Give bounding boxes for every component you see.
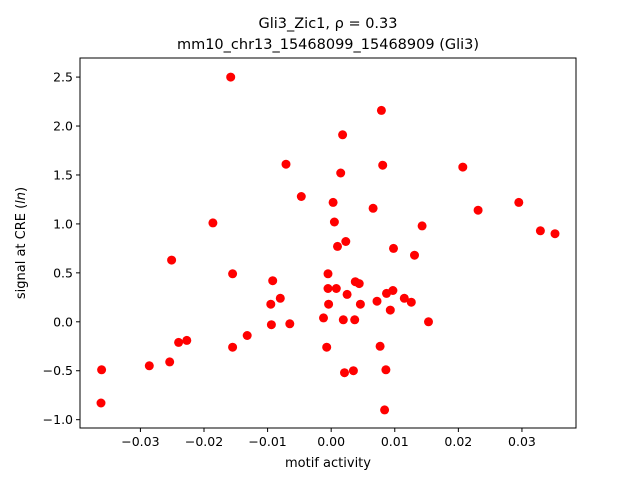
data-point	[376, 105, 386, 115]
data-point	[341, 237, 351, 246]
data-point	[348, 366, 358, 376]
data-point	[165, 357, 175, 367]
y-tick-label: 2.5	[53, 70, 73, 85]
data-point	[354, 279, 364, 289]
y-tick-label: −1.0	[43, 412, 73, 427]
data-point	[340, 368, 349, 378]
y-axis-label: signal at CRE (ln)	[14, 187, 29, 299]
data-point	[281, 159, 291, 169]
x-tick-label: 0.01	[381, 434, 409, 449]
data-point	[96, 398, 106, 408]
data-point	[329, 217, 339, 227]
x-tick-label: 0.03	[508, 434, 536, 449]
data-point	[378, 160, 388, 170]
data-point	[372, 296, 382, 306]
data-point	[328, 197, 338, 207]
data-point	[296, 192, 306, 201]
x-tick-label: −0.01	[248, 434, 286, 449]
data-point	[208, 218, 218, 228]
y-tick-label: 0.0	[53, 314, 73, 329]
y-tick-label: −0.5	[43, 363, 73, 378]
y-tick-label: 0.5	[53, 265, 73, 280]
x-axis-ticks: −0.03 −0.02 −0.01 0.00 0.01 0.02 0.03	[121, 428, 536, 449]
x-tick-label: −0.02	[185, 434, 223, 449]
data-point	[324, 299, 334, 309]
data-point	[226, 72, 236, 82]
data-point	[514, 197, 524, 207]
data-point	[389, 243, 398, 253]
data-point	[228, 342, 238, 352]
data-point	[399, 293, 409, 303]
data-point	[338, 130, 348, 140]
y-tick-label: 1.5	[53, 167, 73, 182]
data-point	[167, 255, 177, 265]
y-tick-label: 2.0	[53, 119, 73, 134]
data-point	[385, 305, 395, 315]
data-point	[458, 162, 468, 172]
data-point	[144, 361, 154, 371]
data-point	[333, 241, 342, 251]
data-point	[336, 168, 346, 178]
data-point	[380, 405, 390, 415]
data-point	[275, 293, 285, 303]
data-point	[242, 331, 252, 340]
data-point	[417, 221, 427, 231]
data-point	[368, 203, 378, 213]
data-point	[342, 289, 352, 299]
data-point	[266, 320, 276, 330]
data-point	[182, 335, 192, 345]
plot-area-frame	[79, 57, 577, 429]
y-tick-label: 1.0	[53, 216, 73, 231]
chart-title-line2: mm10_chr13_15468099_15468909 (Gli3)	[177, 37, 479, 53]
data-point	[331, 284, 341, 293]
x-axis-label: motif activity	[285, 456, 371, 471]
data-point	[285, 319, 295, 329]
data-point	[228, 269, 238, 279]
y-axis-ticks: −1.0 −0.5 0.0 0.5 1.0 1.5 2.0 2.5	[43, 70, 80, 427]
data-point	[535, 226, 545, 236]
x-tick-label: 0.02	[444, 434, 472, 449]
data-point	[323, 269, 333, 279]
data-point	[355, 299, 365, 309]
data-point	[268, 276, 278, 286]
data-point	[97, 365, 107, 375]
data-point	[375, 341, 385, 351]
data-point	[410, 250, 419, 260]
data-point	[406, 297, 416, 307]
data-point	[323, 284, 333, 293]
data-point	[174, 337, 184, 347]
x-tick-label: −0.03	[121, 434, 159, 449]
data-point	[319, 313, 328, 323]
data-point	[550, 229, 560, 239]
data-point	[322, 342, 332, 352]
data-point	[338, 315, 348, 325]
data-point	[381, 365, 391, 375]
chart-title-line1: Gli3_Zic1, ρ = 0.33	[258, 16, 397, 32]
data-point	[388, 286, 398, 295]
data-point	[473, 205, 483, 215]
data-point	[266, 299, 276, 309]
data-points	[96, 72, 560, 415]
data-point	[424, 317, 433, 327]
data-point	[350, 315, 360, 325]
x-tick-label: 0.00	[317, 434, 345, 449]
